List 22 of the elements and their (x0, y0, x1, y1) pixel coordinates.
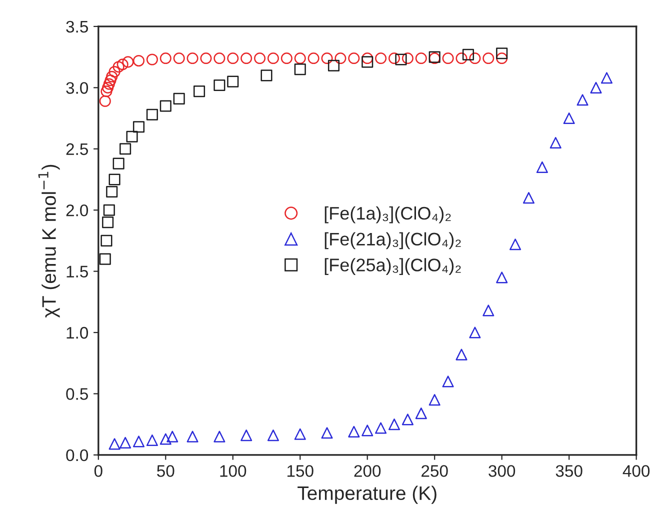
x-tick-label: 0 (94, 465, 102, 477)
y-tick-label: 0.0 (66, 449, 88, 462)
legend-label: [Fe(25a)₃](ClO₄)₂ (324, 258, 461, 275)
x-tick-label: 300 (488, 465, 516, 477)
y-tick-label: 2.5 (66, 143, 88, 156)
x-tick-label: 100 (220, 465, 246, 477)
legend-label: [Fe(21a)₃](ClO₄)₂ (324, 232, 461, 250)
x-tick-label: 200 (354, 465, 381, 477)
x-axis-title: Temperature (K) (298, 486, 436, 504)
y-tick-label: 3.5 (66, 20, 88, 33)
legend-label: [Fe(1a)₃](ClO₄)₂ (324, 206, 451, 224)
x-tick-label: 150 (287, 465, 314, 477)
x-tick-label: 50 (157, 465, 174, 477)
x-tick-label: 350 (556, 465, 582, 477)
x-tick-label: 400 (622, 465, 650, 477)
y-tick-label: 1.0 (66, 326, 88, 339)
y-tick-label: 3.0 (66, 82, 88, 94)
y-axis-title: χT (emu K mol$^{−1}$) (38, 164, 60, 318)
y-tick-label: 2.0 (66, 204, 88, 216)
y-tick-label: 1.5 (66, 266, 88, 278)
x-tick-label: 250 (422, 465, 448, 477)
y-tick-label: 0.5 (66, 388, 88, 400)
